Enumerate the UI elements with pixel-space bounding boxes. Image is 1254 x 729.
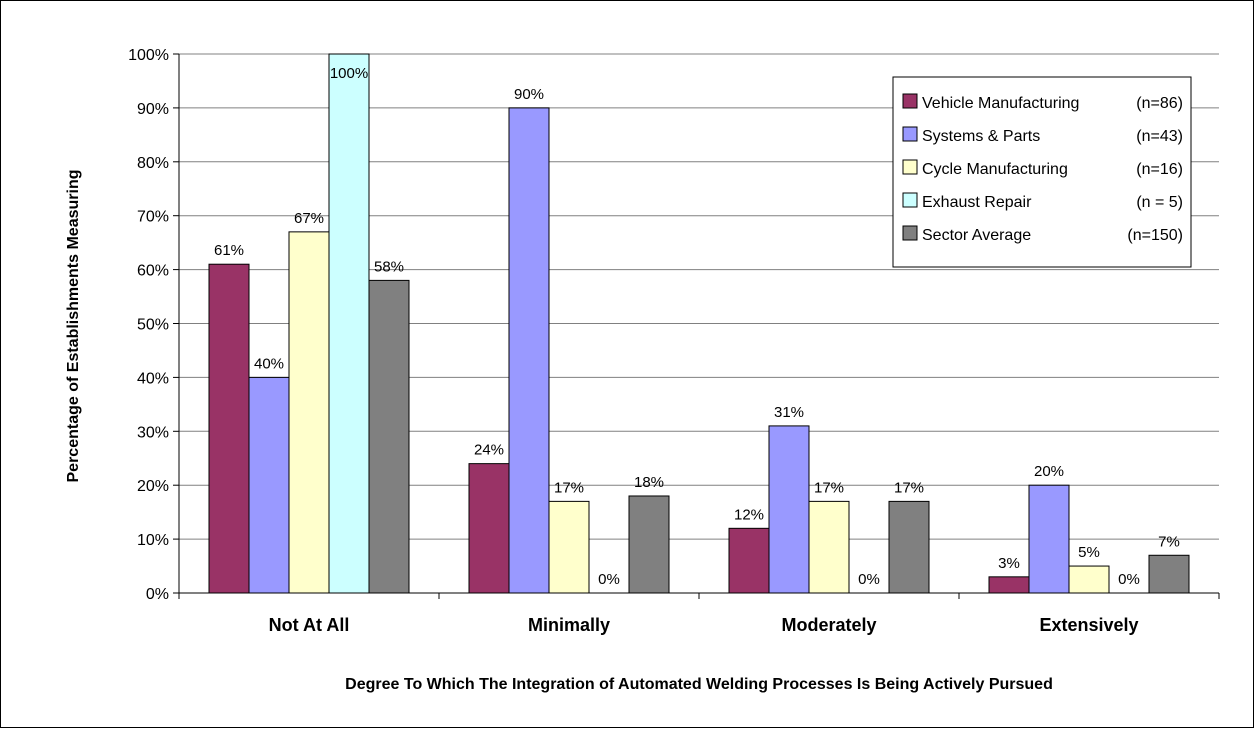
bar-value-label: 17%: [894, 479, 924, 496]
y-tick-label: 10%: [137, 532, 169, 549]
axes: 0% 10% 20% 30% 40% 50% 60% 70% 80% 90% 100% Not At …: [128, 47, 1220, 635]
bar-value-label: 18%: [634, 474, 664, 491]
legend-swatch: [902, 93, 918, 109]
legend-swatch: [902, 126, 918, 142]
bar: [768, 425, 810, 594]
bar-value-label: 12%: [734, 506, 764, 523]
bar: [1028, 484, 1070, 594]
legend-sample-size: (n = 5): [1136, 194, 1183, 211]
bar-value-label: 3%: [998, 555, 1020, 572]
y-tick-label: 80%: [137, 155, 169, 172]
bar: [808, 500, 850, 594]
legend-series-name: Sector Average: [922, 227, 1031, 244]
bar-value-label: 0%: [858, 571, 880, 588]
y-tick-label: 60%: [137, 263, 169, 280]
legend-series-name: Cycle Manufacturing: [922, 161, 1068, 178]
x-axis-title: Degree To Which The Integration of Autom…: [345, 676, 1053, 693]
legend-sample-size: (n=16): [1136, 161, 1183, 178]
y-axis-title: Percentage of Establishments Measuring: [65, 170, 82, 483]
bar-value-label: 40%: [254, 355, 284, 372]
bar: [548, 500, 590, 594]
bar: [888, 500, 930, 594]
y-tick-label: 100%: [128, 47, 169, 64]
bar-value-label: 5%: [1078, 544, 1100, 561]
legend-swatch: [902, 225, 918, 241]
bar: [508, 107, 550, 594]
bar-value-label: 31%: [774, 404, 804, 421]
bar-value-label: 90%: [514, 86, 544, 103]
bar-value-label: 17%: [554, 479, 584, 496]
y-tick-label: 0%: [146, 586, 169, 603]
legend-sample-size: (n=150): [1127, 227, 1183, 244]
bar: [1148, 554, 1190, 594]
x-category-label: Not At All: [269, 615, 350, 635]
bar: [728, 527, 770, 594]
y-tick-label: 50%: [137, 317, 169, 334]
bar: [628, 495, 670, 594]
y-tick-label: 30%: [137, 424, 169, 441]
y-tick-label: 70%: [137, 209, 169, 226]
bar-value-label: 17%: [814, 479, 844, 496]
bar: [248, 376, 290, 594]
bar: [468, 463, 510, 594]
legend-series-name: Systems & Parts: [922, 128, 1040, 145]
x-category-label: Extensively: [1039, 615, 1138, 635]
bar-value-label: 67%: [294, 210, 324, 227]
legend-swatch: [902, 159, 918, 175]
bar-value-label: 58%: [374, 258, 404, 275]
bar: [208, 263, 250, 594]
bar-value-label: 20%: [1034, 463, 1064, 480]
y-tick-label: 40%: [137, 370, 169, 387]
bars: [208, 53, 1190, 594]
bar: [328, 53, 370, 594]
bar-value-label: 7%: [1158, 533, 1180, 550]
bar-value-label: 61%: [214, 242, 244, 259]
legend-sample-size: (n=43): [1136, 128, 1183, 145]
data-labels: 61% 24% 12% 3% 40% 90% 31% 20% 67% 17% 17% 5% 100% 0%…: [214, 65, 1180, 588]
bar-value-label: 24%: [474, 442, 504, 459]
legend-box: [892, 76, 1192, 268]
bar: [1068, 565, 1110, 594]
bar: [368, 279, 410, 594]
y-tick-label: 90%: [137, 101, 169, 118]
bar: [988, 576, 1030, 594]
bar: [288, 231, 330, 594]
legend: Vehicle Manufacturing (n=86) Systems & Par…: [892, 76, 1192, 268]
x-category-label: Minimally: [528, 615, 610, 635]
x-category-label: Moderately: [781, 615, 876, 635]
bar-value-label: 0%: [598, 571, 620, 588]
bar-value-label: 0%: [1118, 571, 1140, 588]
legend-sample-size: (n=86): [1136, 95, 1183, 112]
y-tick-label: 20%: [137, 478, 169, 495]
legend-swatch: [902, 192, 918, 208]
legend-series-name: Vehicle Manufacturing: [922, 95, 1079, 112]
bar-value-label: 100%: [330, 65, 368, 82]
legend-series-name: Exhaust Repair: [922, 194, 1032, 211]
